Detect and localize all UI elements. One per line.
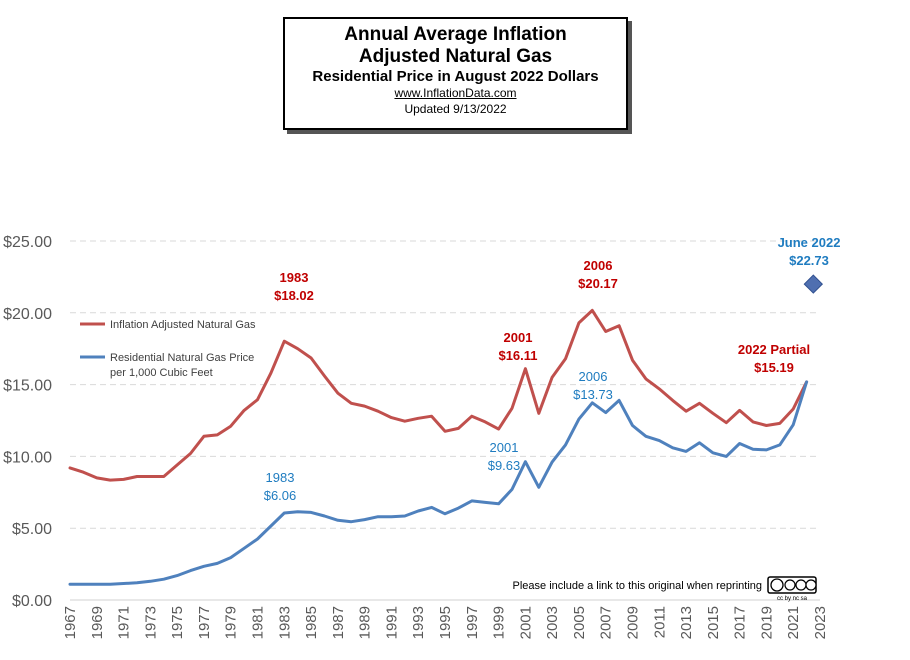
x-tick-label: 2003 (544, 606, 561, 639)
y-tick-label: $15.00 (3, 378, 52, 395)
updated-date: Updated 9/13/2022 (404, 102, 507, 116)
legend-label-inflation: Inflation Adjusted Natural Gas (110, 319, 256, 331)
x-tick-label: 1993 (410, 606, 427, 639)
x-tick-label: 1969 (89, 606, 106, 639)
x-tick-label: 2001 (517, 606, 534, 639)
annotation-red-year: 1983 (280, 270, 309, 285)
annotation-blue-year: 2006 (579, 369, 608, 384)
x-tick-label: 1983 (276, 606, 293, 639)
sa-icon (805, 579, 817, 591)
x-tick-label: 1999 (491, 606, 508, 639)
chart-title-line-2: Adjusted Natural Gas (358, 46, 553, 67)
x-tick-label: 1989 (357, 606, 374, 639)
x-tick-label: 2019 (758, 606, 775, 639)
nc-icon (795, 579, 807, 591)
annotation-red-year: 2022 Partial (738, 342, 810, 357)
marker-label-date: June 2022 (778, 235, 841, 250)
license-badge-text: cc by nc sa (777, 596, 808, 602)
annotation-red-year: 2006 (584, 258, 613, 273)
y-tick-label: $25.00 (3, 234, 52, 251)
annotation-blue-year: 1983 (266, 470, 295, 485)
by-icon (784, 579, 796, 591)
x-tick-label: 2023 (812, 606, 829, 639)
annotation-blue-value: $9.63 (488, 458, 521, 473)
chart-title-box: Annual Average Inflation Adjusted Natura… (283, 17, 628, 130)
site-link[interactable]: www.InflationData.com (394, 86, 517, 100)
marker-label-value: $22.73 (789, 253, 829, 268)
x-tick-label: 1985 (303, 606, 320, 639)
x-tick-label: 1973 (142, 606, 159, 639)
annotation-blue-value: $6.06 (264, 488, 297, 503)
x-tick-label: 1991 (383, 606, 400, 639)
chart-subtitle: Residential Price in August 2022 Dollars (312, 68, 599, 85)
x-tick-label: 1987 (330, 606, 347, 639)
annotation-blue-value: $13.73 (573, 387, 613, 402)
chart-title-line-1: Annual Average Inflation (344, 24, 567, 45)
annotation-red-value: $15.19 (754, 360, 794, 375)
annotation-blue-year: 2001 (490, 440, 519, 455)
y-tick-label: $0.00 (12, 593, 52, 610)
x-tick-label: 2009 (625, 606, 642, 639)
series-line-nominal (68, 380, 809, 586)
x-tick-label: 1971 (116, 606, 133, 639)
annotation-red-value: $20.17 (578, 276, 618, 291)
legend-label-nominal-line1: Residential Natural Gas Price (110, 352, 254, 364)
x-tick-label: 1981 (250, 606, 267, 639)
june-2022-marker (803, 274, 824, 294)
y-tick-label: $5.00 (12, 521, 52, 538)
annotation-red-value: $18.02 (274, 288, 314, 303)
legend-label-nominal-line2: per 1,000 Cubic Feet (110, 367, 213, 379)
x-tick-label: 2011 (651, 606, 668, 638)
x-tick-label: 2015 (705, 606, 722, 639)
annotation-red-year: 2001 (504, 330, 533, 345)
series-line-inflation-adjusted (68, 308, 809, 482)
x-tick-label: 1967 (62, 606, 79, 639)
x-tick-label: 2013 (678, 606, 695, 639)
cc-icon (770, 578, 784, 592)
y-tick-label: $20.00 (3, 306, 52, 323)
x-tick-label: 2005 (571, 606, 588, 639)
reprint-note: Please include a link to this original w… (513, 580, 762, 592)
x-tick-label: 2021 (785, 606, 802, 639)
x-tick-label: 2017 (732, 606, 749, 639)
x-tick-label: 2007 (598, 606, 615, 639)
x-tick-label: 1975 (169, 606, 186, 639)
x-tick-label: 1997 (464, 606, 481, 639)
x-tick-label: 1977 (196, 606, 213, 639)
x-tick-label: 1995 (437, 606, 454, 639)
y-tick-label: $10.00 (3, 449, 52, 466)
annotation-red-value: $16.11 (498, 348, 537, 363)
x-tick-label: 1979 (223, 606, 240, 639)
